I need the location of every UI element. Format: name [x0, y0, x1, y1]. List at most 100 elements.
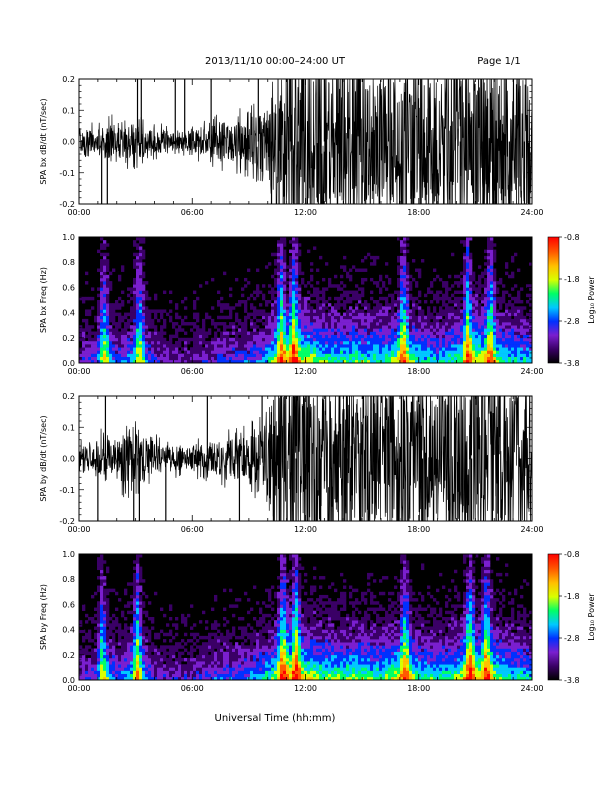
- spectrogram-cell: [247, 340, 251, 345]
- spectrogram-cell: [427, 322, 431, 326]
- spectrogram-cell: [214, 651, 218, 656]
- spectrogram-cell: [160, 673, 164, 678]
- spectrogram-cell: [220, 651, 224, 656]
- spectrogram-cell: [106, 344, 110, 348]
- spectrogram-cell: [91, 676, 95, 681]
- spectrogram-cell: [127, 325, 131, 329]
- spectrogram-cell: [139, 566, 143, 571]
- spectrogram-cell: [238, 657, 242, 662]
- spectrogram-cell: [271, 356, 275, 361]
- spectrogram-cell: [274, 645, 278, 649]
- spectrogram-cell: [493, 277, 497, 282]
- spectrogram-cell: [121, 290, 125, 294]
- spectrogram-cell: [283, 657, 287, 662]
- spectrogram-cell: [289, 318, 293, 323]
- spectrogram-cell: [394, 318, 398, 323]
- spectrogram-cell: [121, 356, 125, 361]
- spectrogram-cell: [280, 591, 284, 596]
- spectrogram-cell: [97, 337, 101, 342]
- spectrogram-cell: [514, 353, 518, 357]
- spectrogram-cell: [466, 356, 470, 361]
- spectrogram-cell: [283, 274, 287, 279]
- spectrogram-cell: [232, 359, 236, 364]
- spectrogram-cell: [409, 322, 413, 326]
- spectrogram-cell: [121, 610, 125, 615]
- spectrogram-cell: [103, 648, 107, 652]
- spectrogram-cell: [250, 676, 254, 681]
- spectrogram-cell: [193, 359, 197, 364]
- spectrogram-cell: [205, 673, 209, 678]
- spectrogram-cell: [277, 651, 281, 656]
- spectrogram-cell: [268, 613, 272, 618]
- spectrogram-cell: [208, 328, 212, 332]
- spectrogram-cell: [223, 623, 227, 627]
- spectrogram-cell: [334, 325, 338, 329]
- spectrogram-cell: [250, 607, 254, 611]
- spectrogram-cell: [352, 309, 356, 313]
- spectrogram-cell: [529, 284, 533, 288]
- spectrogram-cell: [202, 325, 206, 329]
- spectrogram-cell: [175, 340, 179, 345]
- spectrogram-cell: [220, 306, 224, 310]
- spectrogram-cell: [469, 237, 473, 241]
- spectrogram-cell: [127, 353, 131, 357]
- spectrogram-cell: [526, 337, 530, 342]
- spectrogram-cell: [94, 635, 98, 640]
- spectrogram-cell: [220, 347, 224, 351]
- spectrogram-cell: [484, 350, 488, 354]
- spectrogram-cell: [523, 356, 527, 361]
- spectrogram-cell: [343, 325, 347, 329]
- spectrogram-cell: [154, 309, 158, 313]
- spectrogram-cell: [199, 654, 203, 659]
- spectrogram-cell: [484, 325, 488, 329]
- spectrogram-cell: [493, 350, 497, 354]
- spectrogram-cell: [346, 271, 350, 276]
- spectrogram-cell: [196, 645, 200, 649]
- spectrogram-cell: [211, 623, 215, 627]
- spectrogram-cell: [130, 309, 134, 313]
- spectrogram-cell: [520, 337, 524, 342]
- spectrogram-cell: [457, 334, 461, 339]
- spectrogram-cell: [427, 309, 431, 313]
- spectrogram-cell: [127, 312, 131, 317]
- spectrogram-cell: [457, 356, 461, 361]
- spectrogram-cell: [133, 322, 137, 326]
- spectrogram-cell: [280, 259, 284, 263]
- spectrogram-cell: [199, 284, 203, 288]
- spectrogram-cell: [88, 667, 92, 671]
- spectrogram-cell: [370, 312, 374, 317]
- spectrogram-cell: [301, 322, 305, 326]
- spectrogram-cell: [139, 240, 143, 244]
- spectrogram-cell: [106, 331, 110, 335]
- spectrogram-cell: [307, 334, 311, 339]
- spectrogram-cell: [511, 353, 515, 357]
- spectrogram-cell: [274, 347, 278, 351]
- spectrogram-cell: [193, 290, 197, 294]
- spectrogram-cell: [181, 300, 185, 304]
- spectrogram-cell: [202, 657, 206, 662]
- spectrogram-cell: [412, 328, 416, 332]
- spectrogram-cell: [508, 331, 512, 335]
- spectrogram-cell: [319, 312, 323, 317]
- spectrogram-cell: [247, 667, 251, 671]
- spectrogram-cell: [511, 356, 515, 361]
- spectrogram-cell: [271, 337, 275, 342]
- spectrogram-cell: [181, 651, 185, 656]
- spectrogram-cell: [97, 312, 101, 317]
- spectrogram-cell: [442, 353, 446, 357]
- spectrogram-cell: [256, 654, 260, 659]
- spectrogram-cell: [214, 322, 218, 326]
- spectrogram-cell: [103, 337, 107, 342]
- spectrogram-cell: [217, 667, 221, 671]
- spectrogram-cell: [526, 318, 530, 323]
- spectrogram-cell: [100, 554, 104, 558]
- spectrogram-cell: [268, 626, 272, 630]
- spectrogram-cell: [196, 315, 200, 320]
- spectrogram-cell: [427, 306, 431, 310]
- spectrogram-cell: [307, 344, 311, 348]
- spectrogram-cell: [379, 290, 383, 294]
- spectrogram-cell: [256, 344, 260, 348]
- spectrogram-cell: [211, 353, 215, 357]
- spectrogram-cell: [280, 673, 284, 678]
- spectrogram-cell: [244, 300, 248, 304]
